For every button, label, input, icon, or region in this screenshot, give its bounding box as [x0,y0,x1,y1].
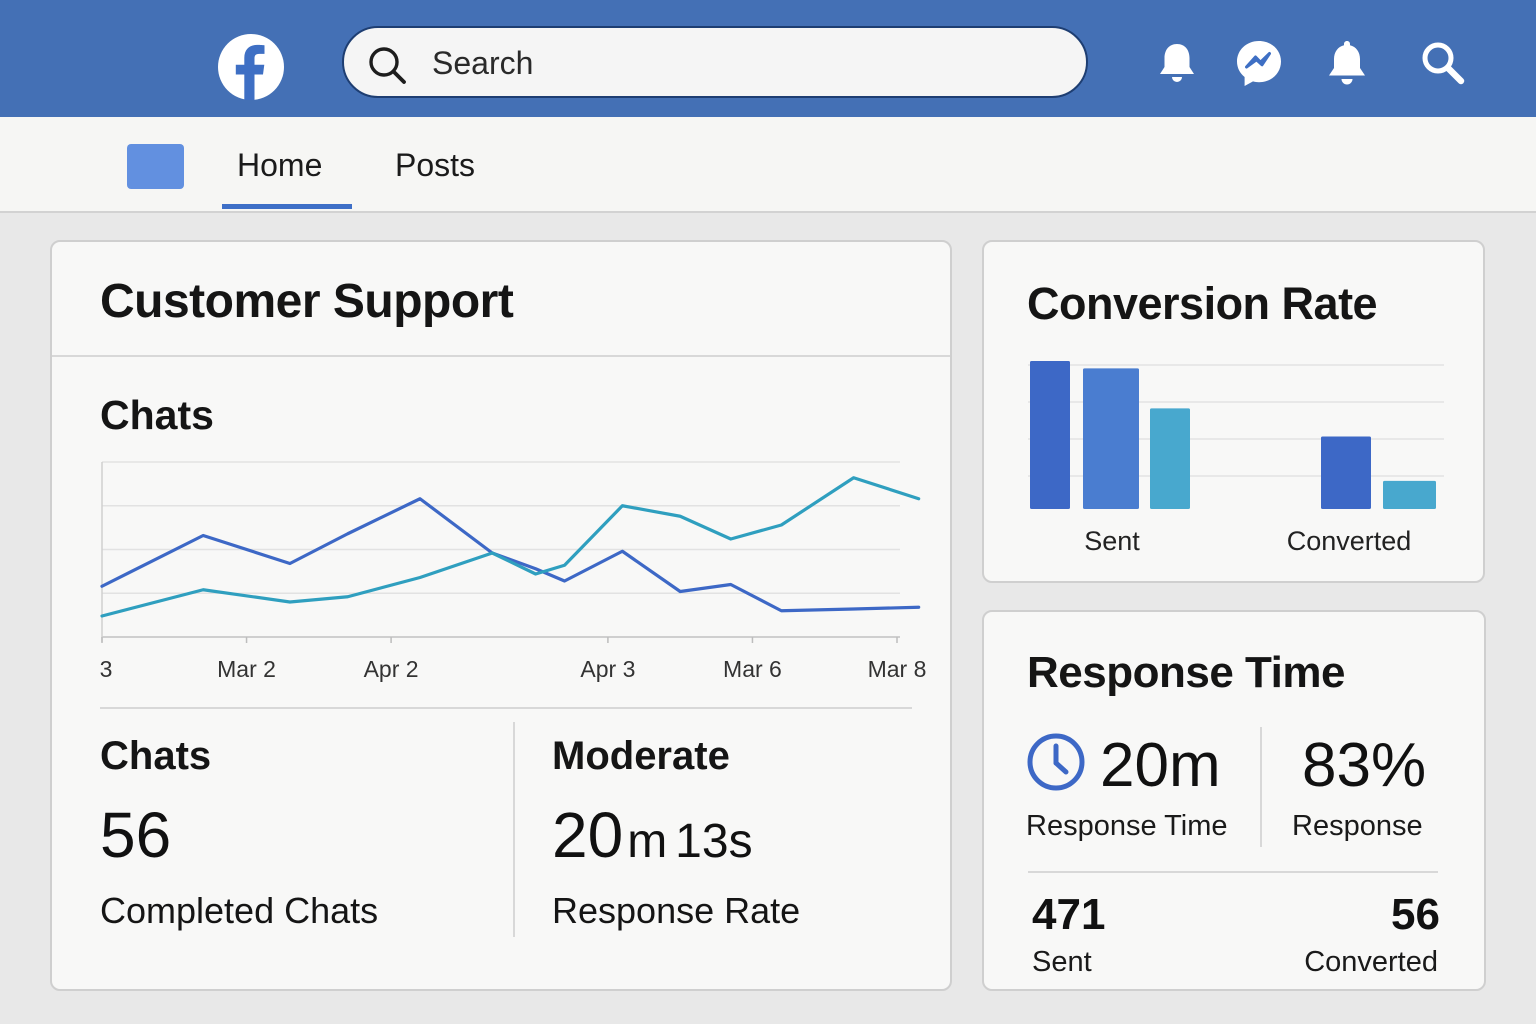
x-tick-label: Apr 3 [580,656,635,682]
bar-sent-2 [1083,368,1139,509]
nav-bar: Home Posts [0,117,1536,213]
x-tick-label: 3 [100,656,113,682]
tab-home[interactable]: Home [237,147,323,183]
search-magnifier-icon[interactable] [1418,38,1468,88]
response-rate-caption: Response Rate [552,890,801,931]
customer-support-card: Customer Support Chats 3 Mar 2 Apr 2 Apr 3 M… [50,240,952,991]
converted-count-value: 56 [1391,890,1440,939]
messenger-icon[interactable] [1234,38,1284,88]
search-icon [369,47,406,84]
category-label-converted: Converted [1287,526,1412,556]
stats-column-divider [513,722,515,937]
clock-icon [1027,733,1085,791]
completed-chats-value: 56 [100,799,172,871]
response-time-caption: Response Time [1026,810,1228,842]
bar-sent-3 [1150,408,1190,509]
summary-divider [1028,871,1438,873]
conversion-rate-card: Conversion Rate Sent Converted [982,240,1485,583]
card-title: Conversion Rate [1027,278,1378,329]
sent-count-caption: Sent [1032,946,1092,978]
chats-line-chart: 3 Mar 2 Apr 2 Apr 3 Mar 6 Mar 8 [100,461,927,682]
search-bar[interactable] [342,26,1088,98]
alerts-bell-icon[interactable] [1322,38,1372,88]
response-rate-value: 20m 13s [552,799,753,871]
response-time-value: 20m [1100,731,1221,800]
x-tick-label: Apr 2 [364,656,419,682]
converted-count-caption: Converted [1304,946,1438,978]
page-avatar[interactable] [127,144,184,189]
tab-posts[interactable]: Posts [395,147,476,183]
facebook-logo-icon[interactable] [218,34,284,100]
completed-chats-caption: Completed Chats [100,890,379,931]
stats-divider [100,707,912,709]
x-tick-label: Mar 6 [723,656,782,682]
series-line-1 [100,497,921,613]
card-header-divider [52,355,950,357]
bar-converted-5 [1383,480,1436,509]
bar-sent-1 [1030,361,1070,509]
x-tick-label: Mar 2 [217,656,276,682]
notifications-bell-icon[interactable] [1152,38,1202,88]
response-rate-percent: 83% [1302,731,1427,800]
response-rate-label: Response [1292,810,1423,842]
moderate-heading: Moderate [552,734,730,778]
x-tick-label: Mar 8 [868,656,927,682]
card-title: Customer Support [100,275,514,328]
category-label-sent: Sent [1084,526,1140,556]
search-input[interactable] [430,38,1054,88]
chats-heading: Chats [100,734,212,778]
chart-title: Chats [100,392,214,438]
response-time-card: Response Time 20m Response Time 83% Resp… [982,610,1486,991]
series-line-2 [100,476,921,618]
bar-converted-4 [1321,436,1371,509]
metric-divider [1260,727,1262,847]
active-tab-indicator [222,204,352,209]
conversion-bar-chart: Sent Converted [1028,361,1444,556]
top-bar [0,0,1536,117]
sent-count-value: 471 [1032,890,1106,939]
card-title: Response Time [1027,648,1345,697]
